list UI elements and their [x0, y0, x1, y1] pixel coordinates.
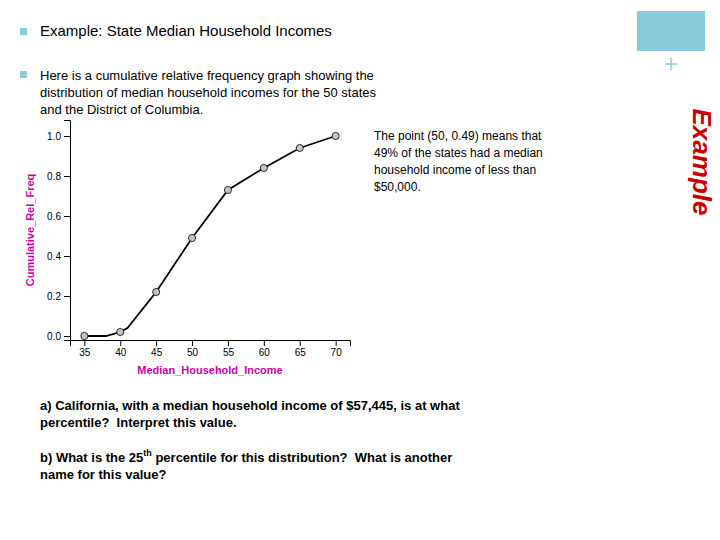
- tick: 45: [151, 340, 163, 358]
- tick-mark: [264, 340, 265, 346]
- annotation-part: household income of less than: [374, 163, 536, 177]
- tick: 65: [295, 340, 307, 358]
- annotation: name for this value?: [40, 467, 166, 482]
- point: [188, 234, 195, 241]
- x-axis: 35 40 45 50 55 60 65 70: [71, 340, 351, 358]
- tick-label: 0.0: [47, 331, 61, 342]
- annotation: percentile? Interpret this value.: [40, 415, 237, 430]
- sidebar-text: Example: [687, 109, 717, 216]
- tick-label: 55: [223, 347, 235, 358]
- annotation: a) California, with a median household i…: [40, 398, 460, 413]
- tick: 50: [187, 340, 199, 358]
- title: Example: State Median Household Incomes: [40, 22, 332, 39]
- annotation: Here is a cumulative relative frequency …: [40, 68, 374, 83]
- annotation-superscript: th: [143, 448, 152, 458]
- annotation: household income of less than: [374, 163, 536, 177]
- tick: 70: [331, 340, 343, 358]
- plus-sign-stroke: [670, 58, 672, 70]
- y-axis-title: Cumulative_Rel_Freq: [24, 174, 36, 286]
- tick-mark: [64, 216, 70, 217]
- annotation-part: b) What is the 25: [40, 450, 143, 465]
- tick: 0.8: [47, 171, 70, 182]
- tick-mark: [64, 136, 70, 137]
- annotation: 49% of the states had a median: [374, 146, 543, 160]
- annotation-part: percentile? Interpret this value.: [40, 415, 237, 430]
- tick: 0.4: [47, 251, 70, 262]
- annotation: $50,000.: [374, 180, 421, 194]
- annotation-part: $50,000.: [374, 180, 421, 194]
- annotation-part: 49% of the states had a median: [374, 146, 543, 160]
- point: [260, 164, 267, 171]
- tick-mark: [64, 256, 70, 257]
- yticks-axis-line: [64, 121, 71, 341]
- tick: 0.2: [47, 291, 70, 302]
- tick-label: 65: [295, 347, 307, 358]
- plus-sign: [665, 58, 677, 70]
- tick-label: 40: [115, 347, 127, 358]
- tick-mark: [336, 340, 337, 346]
- bullet: [20, 71, 27, 78]
- tick-label: 60: [259, 347, 271, 358]
- annotation-part: a) California, with a median household i…: [40, 398, 460, 413]
- annotation: The point (50, 0.49) means that: [374, 129, 542, 143]
- point: [332, 132, 339, 139]
- y-axis: 0.0 0.2 0.4 0.6 0.8 1.0: [47, 121, 70, 342]
- tick: 0.6: [47, 211, 70, 222]
- tick-mark: [300, 340, 301, 346]
- point: [81, 332, 88, 339]
- tick: 55: [223, 340, 235, 358]
- tick-mark: [192, 340, 193, 346]
- annotation-part: Here is a cumulative relative frequency …: [40, 68, 374, 83]
- tick-label: 0.6: [47, 211, 61, 222]
- tick-mark: [120, 340, 121, 346]
- sidebar-block: [637, 11, 705, 51]
- tick-label: 0.2: [47, 291, 61, 302]
- point: [153, 288, 160, 295]
- annotation: and the District of Columbia.: [40, 102, 203, 117]
- annotation-part: percentile for this distribution? What i…: [152, 450, 452, 465]
- tick-label: 1.0: [47, 131, 61, 142]
- point: [296, 144, 303, 151]
- tick-label: 0.4: [47, 251, 61, 262]
- bullet: [20, 28, 27, 35]
- tick-label: 35: [79, 347, 91, 358]
- chart: Example: State Median Household Incomes H…: [0, 0, 720, 540]
- tick: 35: [79, 340, 91, 358]
- annotation: b) What is the 25th percentile for this …: [40, 448, 452, 465]
- tick: 0.0: [47, 331, 70, 342]
- annotation-part: The point (50, 0.49) means that: [374, 129, 542, 143]
- annotation-part: and the District of Columbia.: [40, 102, 203, 117]
- line: [84, 136, 335, 336]
- tick-mark: [156, 340, 157, 346]
- tick-label: 50: [187, 347, 199, 358]
- tick-mark: [64, 296, 70, 297]
- tick-label: 0.8: [47, 171, 61, 182]
- tick: 1.0: [47, 131, 70, 142]
- annotation: distribution of median household incomes…: [40, 85, 377, 100]
- xticks-axis-line: [71, 341, 351, 347]
- tick-mark: [228, 340, 229, 346]
- tick-label: 70: [331, 347, 343, 358]
- tick: 40: [115, 340, 127, 358]
- tick: 60: [259, 340, 271, 358]
- plot-area: [81, 132, 339, 339]
- annotation-part: distribution of median household incomes…: [40, 85, 377, 100]
- tick-mark: [64, 336, 70, 337]
- x-axis-title: Median_Household_Income: [137, 364, 282, 376]
- point: [224, 186, 231, 193]
- tick-label: 45: [151, 347, 163, 358]
- annotation-part: name for this value?: [40, 467, 166, 482]
- tick-mark: [84, 340, 85, 346]
- point: [117, 328, 124, 335]
- tick-mark: [64, 176, 70, 177]
